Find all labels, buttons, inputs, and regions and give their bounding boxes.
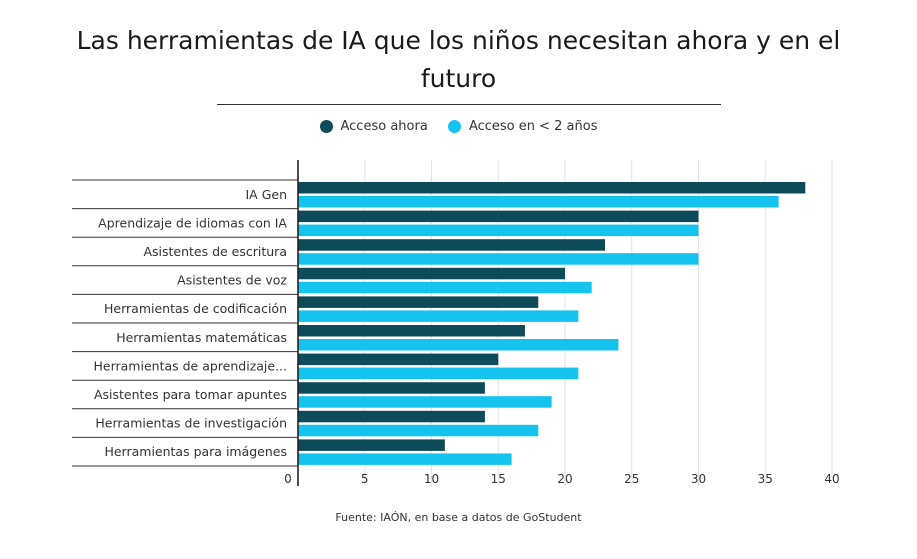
bar-now [298,210,699,223]
bar-future [298,196,779,208]
chart-title: Las herramientas de IA que los niños nec… [76,26,841,93]
legend-item-future: Acceso en < 2 años [447,119,598,134]
category-label: Herramientas de investigación [95,416,287,431]
x-tick-label: 0 [284,472,292,486]
category-label: Herramientas matemáticas [116,330,287,345]
bar-future [298,310,579,322]
bar-future [298,367,579,380]
bar-now [298,296,539,308]
legend-swatch-now [319,120,333,133]
x-tick-label: 35 [758,472,773,486]
bar-now [298,239,606,251]
category-label: Asistentes para tomar apuntes [94,387,287,402]
bar-now [298,182,806,194]
bar-now [298,325,525,337]
legend-item-now: Acceso ahora [319,119,428,134]
category-label: Asistentes de escritura [143,244,287,259]
bar-future [298,253,699,265]
category-label: IA Gen [245,187,287,202]
bar-now [298,439,445,451]
x-tick-label: 25 [624,472,639,486]
x-tick-label: 40 [824,472,839,486]
legend-swatch-future [447,120,461,133]
x-tick-label: 10 [424,472,439,486]
legend-label-future: Acceso en < 2 años [468,119,598,134]
legend-label-now: Acceso ahora [340,119,428,134]
x-tick-label: 5 [361,472,369,486]
bar-now [298,353,499,366]
category-label: Asistentes de voz [177,273,287,288]
bar-future [298,224,699,237]
legend: Acceso ahora Acceso en < 2 años [0,119,917,137]
bar-now [298,410,485,423]
category-label: Aprendizaje de idiomas con IA [98,215,287,230]
x-tick-label: 20 [557,472,572,486]
bar-future [298,396,552,408]
bar-future [298,453,512,465]
category-label: Herramientas de codificación [104,301,287,316]
x-tick-label: 15 [491,472,506,486]
bar-future [298,281,592,294]
bar-future [298,339,619,351]
source-note: Fuente: IAÓN, en base a datos de GoStude… [335,511,582,524]
category-label: Herramientas para imágenes [104,444,287,459]
bar-future [298,424,539,437]
bar-now [298,382,485,394]
title-divider [217,104,721,105]
bar-now [298,267,565,280]
category-label: Herramientas de aprendizaje... [94,358,288,373]
x-tick-label: 30 [691,472,706,486]
